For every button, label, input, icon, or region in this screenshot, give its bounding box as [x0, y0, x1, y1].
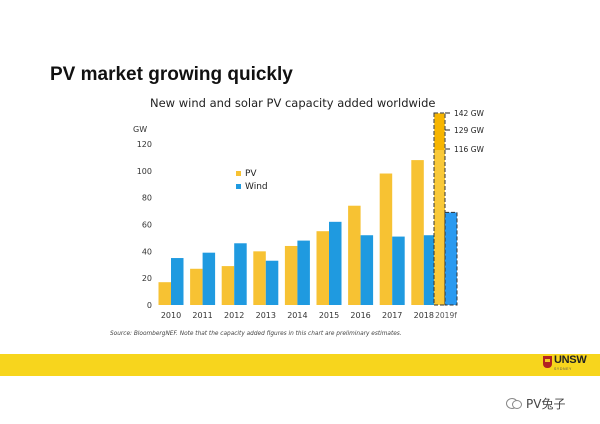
logo-text: UNSW — [554, 354, 587, 366]
crest-icon — [543, 356, 552, 368]
chart-title: New wind and solar PV capacity added wor… — [150, 96, 436, 110]
watermark-text: PV兔子 — [526, 396, 566, 411]
forecast-level-label: 116 GW — [454, 145, 485, 154]
bar-pv-2016 — [348, 205, 361, 305]
y-axis-label: GW — [133, 125, 147, 134]
bar-wind-2015 — [329, 221, 342, 305]
bar-wind-2017 — [392, 236, 405, 305]
bar-pv-2014 — [284, 245, 298, 305]
y-tick-label: 40 — [142, 247, 152, 256]
logo-subtext: SYDNEY — [554, 367, 572, 371]
chart-legend: PV Wind — [236, 169, 268, 192]
bar-wind-2014 — [297, 240, 310, 305]
bar-pv-2019f-upper — [435, 114, 444, 150]
forecast-level-label: 129 GW — [454, 126, 485, 135]
x-tick-label: 2011 — [192, 311, 212, 320]
x-tick-label: 2013 — [256, 311, 276, 320]
slide-title: PV market growing quickly — [50, 64, 293, 85]
y-tick-label: 60 — [142, 221, 152, 230]
x-axis-ticks: 2010 2011 2012 2013 2014 2015 2016 2017 2018 2019… — [161, 311, 457, 320]
bar-wind-2016 — [360, 235, 374, 305]
wechat-icon — [506, 396, 522, 410]
y-tick-label: 100 — [137, 167, 152, 176]
bar-pv-2010 — [158, 282, 171, 305]
x-tick-label: 2016 — [350, 311, 370, 320]
bar-pv-2011 — [190, 268, 203, 305]
y-tick-label: 20 — [142, 274, 152, 283]
x-tick-label: 2014 — [287, 311, 307, 320]
y-axis-ticks: 0 20 40 60 80 100 120 — [137, 140, 152, 310]
x-tick-label: 2015 — [319, 311, 339, 320]
legend-swatch-wind — [236, 184, 241, 189]
bar-wind-2011 — [202, 252, 216, 305]
bar-pv-2017 — [379, 173, 393, 305]
chart-bars — [158, 160, 437, 305]
x-tick-label: 2012 — [224, 311, 244, 320]
y-tick-label: 80 — [142, 194, 152, 203]
bar-wind-2012 — [234, 243, 247, 305]
bar-pv-2015 — [316, 231, 329, 305]
footer-band — [0, 354, 600, 376]
legend-label-wind: Wind — [245, 182, 268, 192]
x-tick-label: 2010 — [161, 311, 181, 320]
bar-pv-2012 — [221, 266, 235, 305]
watermark: PV兔子 — [506, 395, 565, 411]
forecast-2019f: 142 GW 129 GW 116 GW — [433, 109, 485, 306]
bar-wind-2019f — [444, 211, 458, 306]
legend-swatch-pv — [236, 171, 241, 176]
y-tick-label: 0 — [147, 301, 152, 310]
legend-label-pv: PV — [245, 169, 257, 179]
bar-wind-2018 — [423, 235, 437, 305]
bar-pv-2019f-range — [433, 112, 446, 306]
forecast-level-label: 142 GW — [454, 109, 485, 118]
bar-pv-2018 — [411, 160, 424, 305]
bar-wind-2013 — [265, 260, 279, 305]
x-tick-label-forecast: 2019f — [435, 311, 457, 320]
source-note: Source: BloombergNEF. Note that the capa… — [110, 331, 402, 337]
bar-wind-2010 — [171, 258, 184, 305]
x-tick-label: 2018 — [414, 311, 434, 320]
bar-chart: New wind and solar PV capacity added wor… — [133, 96, 485, 320]
y-tick-label: 120 — [137, 140, 152, 149]
unsw-logo: UNSW SYDNEY — [543, 353, 587, 377]
x-tick-label: 2017 — [382, 311, 402, 320]
bar-pv-2013 — [253, 251, 266, 305]
